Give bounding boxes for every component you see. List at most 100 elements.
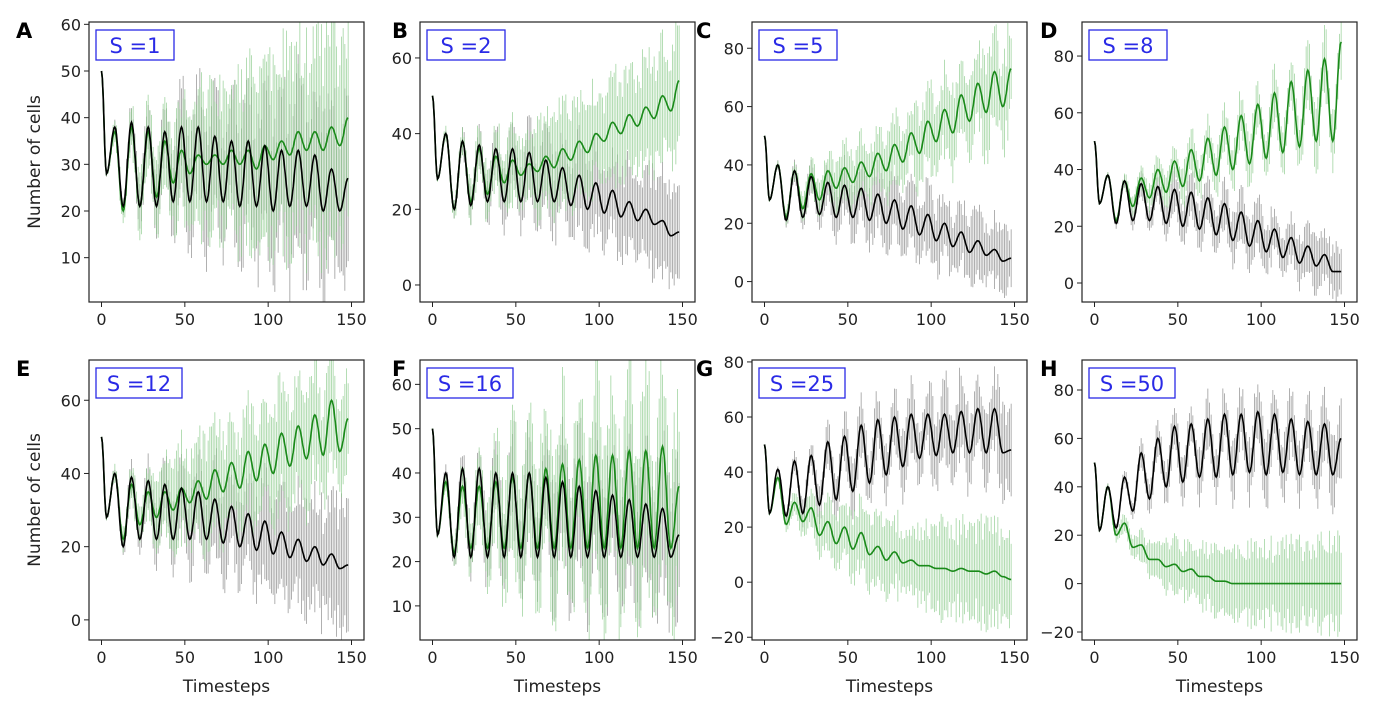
x-tick-label: 50 [506,310,526,329]
x-tick-label: 50 [506,648,526,667]
errorbars-green [1095,479,1342,637]
series-line-green [1093,41,1342,222]
x-tick-label: 100 [584,648,615,667]
subplot-c: 0 50 100 150 0 20 40 60 80 S =5 C [696,19,1030,329]
y-tick-label: 50 [392,420,412,439]
x-tick-label: 0 [427,310,437,329]
y-tick-label: 0 [734,573,744,592]
y-tick-label: 60 [724,408,744,427]
series-line-black [1093,410,1342,533]
x-tick-label: 100 [916,648,947,667]
x-tick-label: 150 [667,310,698,329]
panel-letter: A [16,19,33,43]
panel-letter: F [392,357,406,381]
parameter-box [1088,29,1168,61]
y-tick-label: 40 [61,464,81,483]
y-tick-label: 10 [392,597,412,616]
axes-frame [419,21,696,303]
y-tick-label: 60 [1054,104,1074,123]
y-tick-label: 20 [1054,217,1074,236]
subplot-e: 0 50 100 150 0 20 40 60 S =12 E Number of cells Tim… [16,357,367,697]
series-line-black [100,436,349,570]
x-tick-label: 0 [1089,648,1099,667]
y-tick-label: 60 [61,15,81,34]
x-tick-label: 100 [1246,648,1277,667]
panel-letter: B [392,19,408,43]
panel-letter: C [696,19,711,43]
subplot-a: 0 50 100 150 10 20 30 40 50 60 S =1 A Number of cell… [16,15,367,329]
parameter-box [95,367,183,399]
series-line-green [1093,462,1342,585]
y-tick-label: 60 [724,98,744,117]
parameter-box [758,367,846,399]
x-tick-label: 0 [759,310,769,329]
x-tick-label: 150 [1329,648,1360,667]
plot-area [763,366,1012,633]
subplot-b: 0 50 100 150 0 20 40 60 S =2 B [392,19,698,329]
y-axis-label: Number of cells [25,95,45,229]
series-line-black [431,428,680,560]
y-tick-label: 0 [1064,575,1074,594]
series-line-black [1093,140,1342,273]
y-tick-label: 20 [61,538,81,557]
parameter-box [426,367,514,399]
x-tick-label: 50 [838,648,858,667]
x-tick-label: 50 [175,648,195,667]
axes-frame [88,21,365,303]
plot-area [100,22,349,302]
y-tick-label: 20 [724,214,744,233]
x-tick-label: 0 [759,648,769,667]
x-axis-label: Timesteps [1175,677,1263,697]
y-tick-label: 20 [392,553,412,572]
series-line-black [100,70,349,213]
x-tick-label: 0 [1089,310,1099,329]
y-tick-label: 60 [392,375,412,394]
x-tick-label: 50 [1168,310,1188,329]
parameter-box [426,29,506,61]
y-tick-label: 60 [392,49,412,68]
y-tick-label: 30 [61,155,81,174]
y-tick-label: 40 [724,156,744,175]
y-tick-label: 0 [402,276,412,295]
x-tick-label: 50 [175,310,195,329]
x-tick-label: 150 [336,648,367,667]
axes-frame [88,359,365,641]
panel-letter: E [16,357,30,381]
x-tick-label: 150 [999,648,1030,667]
x-tick-label: 150 [1329,310,1360,329]
parameter-box [95,29,175,61]
y-tick-label: 20 [724,518,744,537]
x-tick-label: 150 [667,648,698,667]
panel-letter: G [696,357,713,381]
y-tick-label: 20 [392,200,412,219]
y-tick-label: 40 [1054,161,1074,180]
series-line-black [431,95,680,237]
y-tick-label: 40 [61,109,81,128]
x-tick-label: 50 [838,310,858,329]
series-line-black [763,135,1012,263]
y-tick-label: 20 [1054,526,1074,545]
plot-area [763,22,1012,298]
y-tick-label: 80 [1054,381,1074,400]
y-tick-label: 0 [734,273,744,292]
y-tick-label: 40 [392,464,412,483]
plot-area [431,360,680,640]
parameter-box [1088,367,1176,399]
y-axis-label: Number of cells [25,433,45,567]
x-tick-label: 0 [96,310,106,329]
series-line-green [100,398,349,541]
x-tick-label: 150 [999,310,1030,329]
y-tick-label: 0 [1064,274,1074,293]
series-line-green [763,444,1012,581]
x-tick-label: 100 [584,310,615,329]
y-tick-label: 30 [392,508,412,527]
subplot-h: 0 50 100 150 −20 0 20 40 60 80 S =50 H Timesteps [1040,357,1360,697]
y-tick-label: 40 [724,463,744,482]
x-tick-label: 150 [336,310,367,329]
parameter-label: S =50 [1100,372,1164,396]
x-tick-label: 0 [96,648,106,667]
plot-area [1093,22,1342,302]
axes-frame [751,21,1028,303]
parameter-box [758,29,838,61]
axes-frame [1081,21,1358,303]
